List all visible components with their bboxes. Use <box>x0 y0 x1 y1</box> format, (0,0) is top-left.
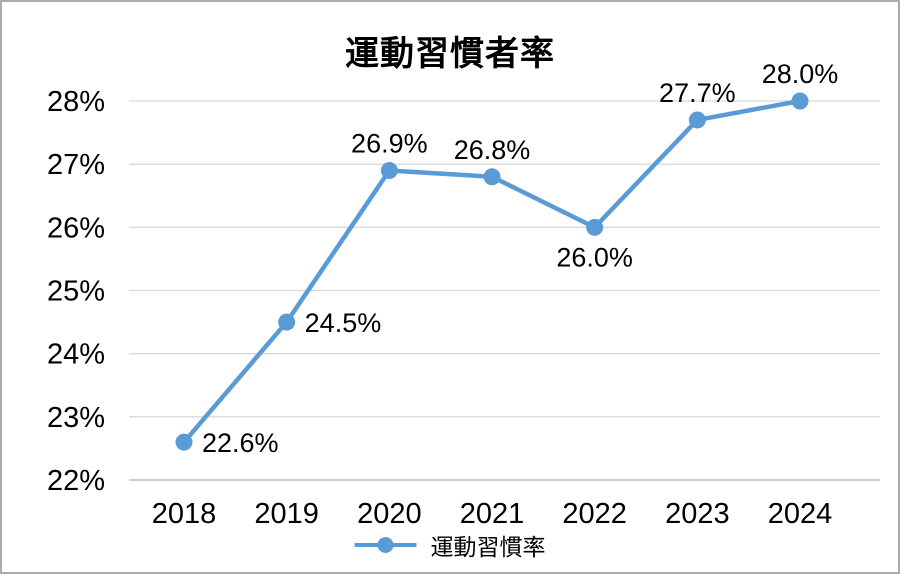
data-point-marker <box>586 218 604 236</box>
chart-title: 運動習慣者率 <box>345 35 555 73</box>
legend-dot-swatch <box>377 537 394 553</box>
legend-line-marker-icon <box>354 536 417 554</box>
legend-series-label: 運動習慣率 <box>430 534 546 560</box>
data-point-marker <box>380 161 398 179</box>
data-point-label: 24.5% <box>305 308 382 338</box>
data-point-marker <box>483 168 501 186</box>
data-point-marker <box>688 111 706 129</box>
y-tick-label: 23% <box>47 402 105 434</box>
data-point-label: 26.8% <box>454 135 531 165</box>
x-tick-label: 2021 <box>460 498 525 530</box>
data-point-label: 26.9% <box>351 128 428 158</box>
y-tick-label: 26% <box>47 212 105 244</box>
y-tick-label: 28% <box>47 86 105 118</box>
data-point-marker <box>175 433 193 451</box>
x-tick-label: 2022 <box>562 498 627 530</box>
data-point-marker <box>791 92 809 110</box>
y-tick-label: 24% <box>47 339 105 371</box>
x-tick-label: 2018 <box>152 498 217 530</box>
data-point-label: 27.7% <box>659 78 736 108</box>
x-tick-label: 2020 <box>357 498 422 530</box>
y-tick-label: 22% <box>47 465 105 497</box>
x-tick-label: 2019 <box>254 498 319 530</box>
x-tick-label: 2023 <box>665 498 730 530</box>
legend: 運動習慣率 <box>354 528 546 562</box>
data-point-marker <box>278 313 296 331</box>
y-tick-label: 27% <box>47 149 105 181</box>
data-point-label: 28.0% <box>762 59 839 89</box>
x-tick-label: 2024 <box>768 498 833 530</box>
y-tick-label: 25% <box>47 276 105 308</box>
data-point-label: 26.0% <box>556 242 633 272</box>
data-point-label: 22.6% <box>202 428 279 458</box>
